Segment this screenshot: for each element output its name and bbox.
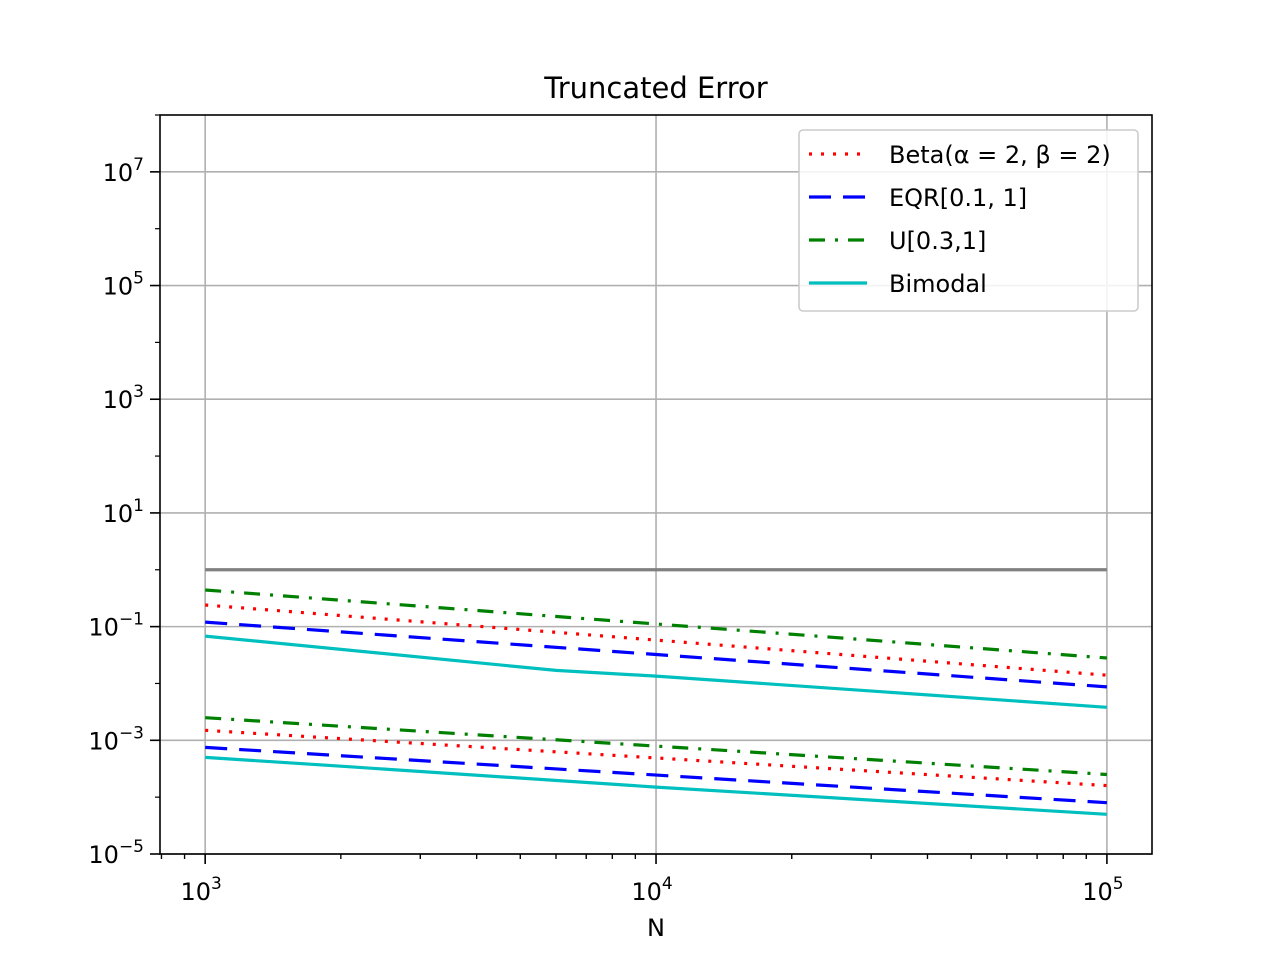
series-line-bimodal-upper [205, 634, 1108, 709]
y-tick-base: 10 [103, 273, 134, 301]
y-tick-base: 10 [88, 614, 119, 642]
y-tick-base: 10 [103, 386, 134, 414]
y-tick-exponent: −1 [119, 610, 144, 630]
x-tick-exponent: 5 [1113, 874, 1124, 894]
series-line-bimodal-lower [205, 755, 1107, 816]
x-tick-exponent: 4 [662, 874, 673, 894]
y-tick-exponent: 3 [133, 382, 144, 402]
y-tick-base: 10 [88, 841, 119, 869]
y-tick-label: 107 [103, 155, 144, 187]
x-ticks: 103 104 105 [160, 854, 1124, 906]
legend-label: Bimodal [889, 270, 987, 298]
y-tick-exponent: 5 [133, 269, 144, 289]
series-line-eqr-0-1-1-lower [205, 745, 1107, 805]
x-tick-base: 10 [631, 878, 662, 906]
legend-label: Beta(α = 2, β = 2) [889, 141, 1111, 169]
legend[interactable]: Beta(α = 2, β = 2) EQR[0.1, 1] U[0.3,1] Bim… [798, 129, 1139, 312]
x-tick-label: 104 [631, 874, 672, 906]
y-tick-exponent: −5 [119, 837, 144, 857]
y-tick-base: 10 [88, 727, 119, 755]
y-tick-base: 10 [103, 159, 134, 187]
y-tick-label: 10−5 [88, 837, 144, 869]
y-tick-exponent: 1 [133, 496, 144, 516]
y-tick-label: 10−1 [88, 610, 144, 642]
legend-box [798, 129, 1139, 312]
y-tick-exponent: 7 [133, 155, 144, 175]
legend-label: EQR[0.1, 1] [889, 184, 1027, 212]
legend-label: U[0.3,1] [889, 227, 986, 255]
x-tick-base: 10 [1082, 878, 1113, 906]
series-line-eqr-0-1-1-upper [205, 620, 1108, 689]
series-line-u-0-3-1-upper [205, 588, 1108, 660]
x-tick-label: 103 [180, 874, 221, 906]
y-tick-label: 105 [103, 269, 144, 301]
chart-title: Truncated Error [543, 71, 767, 105]
y-tick-label: 10−3 [88, 723, 144, 755]
series-layer [205, 588, 1108, 816]
x-tick-base: 10 [180, 878, 211, 906]
x-tick-label: 105 [1082, 874, 1123, 906]
y-tick-label: 103 [103, 382, 144, 414]
y-tick-exponent: −3 [119, 723, 144, 743]
y-tick-label: 101 [103, 496, 144, 528]
x-axis-label: N [647, 914, 665, 942]
series-line-u-0-3-1-lower [205, 716, 1108, 777]
x-tick-exponent: 3 [211, 874, 222, 894]
y-tick-base: 10 [103, 500, 134, 528]
